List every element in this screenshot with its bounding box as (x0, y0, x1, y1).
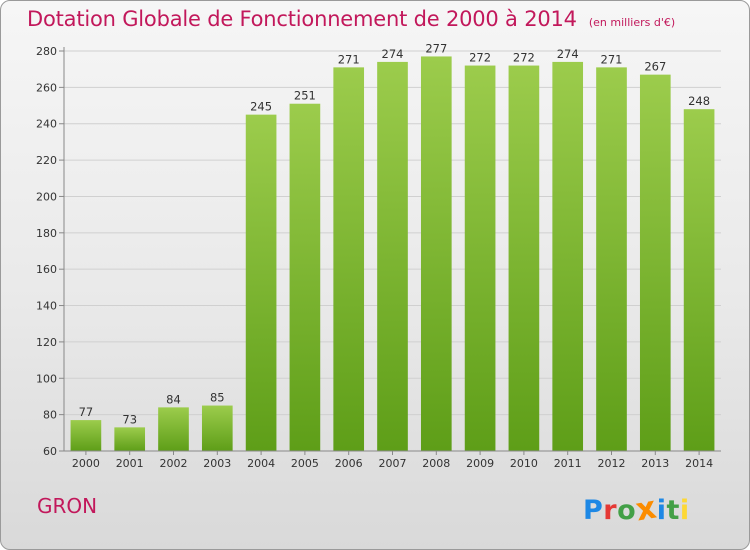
bar-2007 (377, 61, 408, 452)
y-tick-label: 160 (36, 263, 57, 276)
data-label-2007: 274 (382, 47, 404, 61)
unit-label: (en milliers d'€) (588, 16, 676, 29)
data-label-2008: 277 (425, 41, 447, 55)
logo-letter: x (633, 489, 660, 529)
x-tick-label-2000: 2000 (72, 457, 100, 470)
data-label-2013: 267 (644, 60, 666, 74)
logo-letter: i (679, 495, 690, 526)
x-tick-label-2013: 2013 (641, 457, 669, 470)
logo-letter: P (583, 495, 604, 526)
x-tick-label-2001: 2001 (116, 457, 144, 470)
y-tick-label: 60 (43, 445, 57, 458)
bars: 77 73 84 85 245 251 271 274 277 272 272 274 271 267 24… (70, 41, 715, 452)
bar-2001 (114, 427, 146, 451)
proxiti-logo[interactable]: Proxiti (583, 489, 690, 529)
title-text: Dotation Globale de Fonctionnement de 20… (27, 7, 577, 31)
bar-2003 (201, 405, 233, 451)
x-tick-label-2002: 2002 (160, 457, 188, 470)
x-tick-label-2006: 2006 (335, 457, 363, 470)
data-label-2010: 272 (513, 51, 535, 65)
x-tick-label-2005: 2005 (291, 457, 319, 470)
data-label-2011: 274 (557, 47, 579, 61)
bar-2006 (333, 67, 365, 451)
data-label-2006: 271 (338, 52, 360, 66)
x-tick-label-2014: 2014 (685, 457, 713, 470)
x-tick-label-2004: 2004 (247, 457, 275, 470)
x-tick-label-2007: 2007 (379, 457, 407, 470)
logo-letter: r (603, 495, 618, 526)
logo-letter: i (656, 495, 667, 526)
data-label-2009: 272 (469, 51, 491, 65)
axes: 60 80 100 120 140 160 180 200 220 240 260 280 2000 20… (36, 45, 721, 470)
place-name: GRON (37, 494, 98, 518)
data-label-2002: 84 (166, 392, 181, 406)
bar-2005 (289, 103, 321, 452)
bar-2009 (464, 65, 496, 451)
x-tick-label-2003: 2003 (203, 457, 231, 470)
y-tick-label: 280 (36, 45, 57, 58)
y-tick-label: 200 (36, 190, 57, 203)
data-label-2014: 248 (688, 94, 710, 108)
data-label-2001: 73 (122, 412, 137, 426)
x-tick-label-2011: 2011 (554, 457, 582, 470)
data-label-2004: 245 (250, 100, 272, 114)
x-tick-label-2008: 2008 (422, 457, 450, 470)
chart-title: Dotation Globale de Fonctionnement de 20… (27, 7, 675, 31)
bar-2012 (596, 67, 627, 451)
y-tick-label: 140 (36, 300, 57, 313)
x-tick-label-2012: 2012 (598, 457, 626, 470)
y-tick-label: 220 (36, 154, 57, 167)
bar-2000 (70, 420, 102, 451)
bar-2004 (245, 114, 277, 452)
logo-letter: o (617, 495, 637, 526)
bar-2002 (158, 407, 189, 451)
bar-2011 (552, 61, 584, 452)
x-tick-label-2010: 2010 (510, 457, 538, 470)
data-label-2005: 251 (294, 89, 316, 103)
y-tick-label: 260 (36, 81, 57, 94)
data-label-2012: 271 (601, 52, 623, 66)
bar-2008 (420, 56, 452, 452)
y-tick-label: 240 (36, 118, 57, 131)
bar-2010 (508, 65, 540, 451)
bar-2013 (639, 74, 671, 452)
logo-letter: t (666, 495, 680, 526)
y-tick-label: 100 (36, 372, 57, 385)
y-tick-label: 120 (36, 336, 57, 349)
y-tick-label: 80 (43, 409, 57, 422)
data-label-2000: 77 (79, 405, 94, 419)
y-tick-label: 180 (36, 227, 57, 240)
x-tick-label-2009: 2009 (466, 457, 494, 470)
bar-2014 (683, 109, 715, 451)
data-label-2003: 85 (210, 391, 225, 405)
